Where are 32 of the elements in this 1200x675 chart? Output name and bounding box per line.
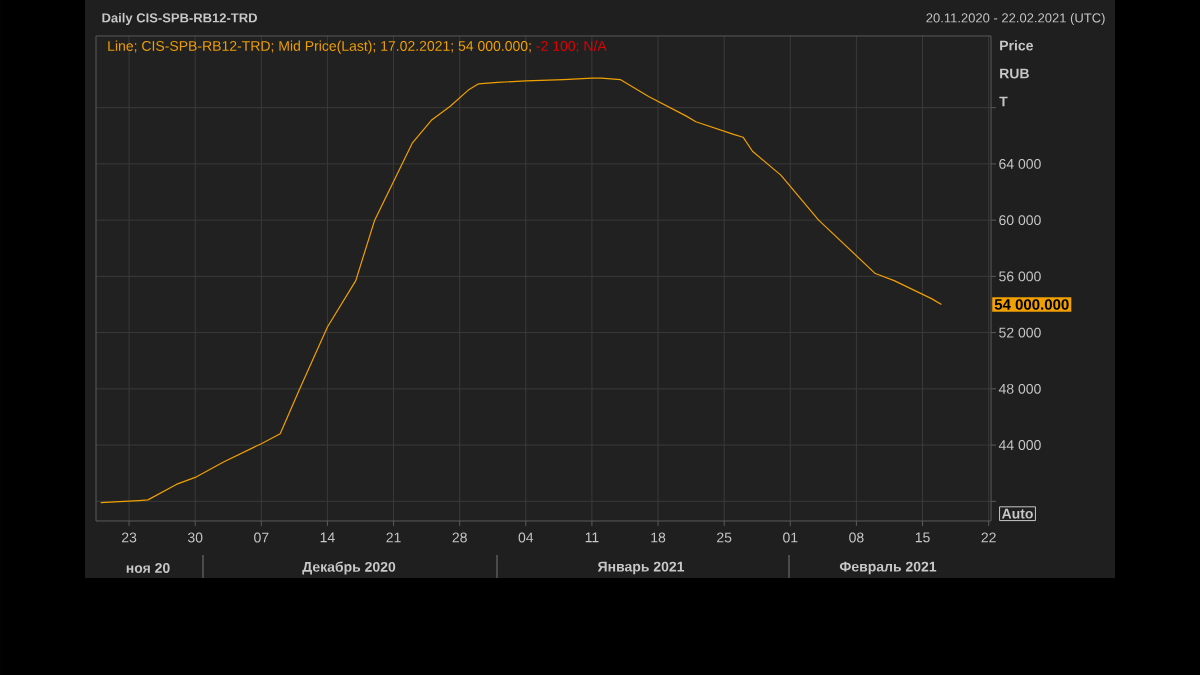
y-tick-label: 56 000 (999, 271, 1041, 282)
x-tick-label: 11 (585, 532, 599, 543)
x-tick-label: 15 (915, 532, 930, 543)
y-tick-label: 52 000 (999, 327, 1041, 338)
y-tick-label: 48 000 (998, 383, 1041, 394)
text: ноя 20 (126, 563, 170, 573)
x-tick-label: 18 (651, 532, 666, 543)
text: Февраль 2021 (839, 561, 937, 575)
x-tick-label: 14 (320, 532, 335, 543)
chart-subtitle: 20.11.2020 - 22.02.2021 (UTC) (926, 12, 1105, 26)
x-tick-label: 07 (254, 532, 269, 543)
y-tick-label: 60 000 (999, 215, 1041, 226)
text: Auto (1001, 508, 1033, 519)
text: Декабрь 2020 (302, 561, 396, 575)
text: Январь 2021 (597, 561, 685, 575)
text: 54 000.000 (994, 299, 1069, 310)
x-tick-label: 22 (981, 532, 996, 543)
chart-title: Daily CIS-SPB-RB12-TRD (102, 12, 257, 26)
x-tick-label: 04 (518, 532, 534, 543)
x-tick-label: 08 (849, 532, 864, 543)
x-tick-label: 28 (452, 532, 467, 543)
line-series (100, 77, 943, 504)
x-tick-label: 21 (386, 532, 401, 543)
x-tick-label: 01 (783, 532, 798, 543)
x-tick-label: 30 (187, 532, 203, 543)
text: Price RUB T (999, 40, 1033, 107)
x-tick-label: 23 (121, 532, 137, 543)
annotation: -2 100; N/A (536, 40, 607, 53)
x-tick-label: 25 (717, 532, 732, 543)
series-label: Line; CIS-SPB-RB12-TRD; Mid Price(Last); 17.02.2021; 54 000.000; (108, 40, 531, 54)
y-tick-label: 44 000 (998, 440, 1041, 451)
y-tick-label: 64 000 (999, 158, 1041, 169)
